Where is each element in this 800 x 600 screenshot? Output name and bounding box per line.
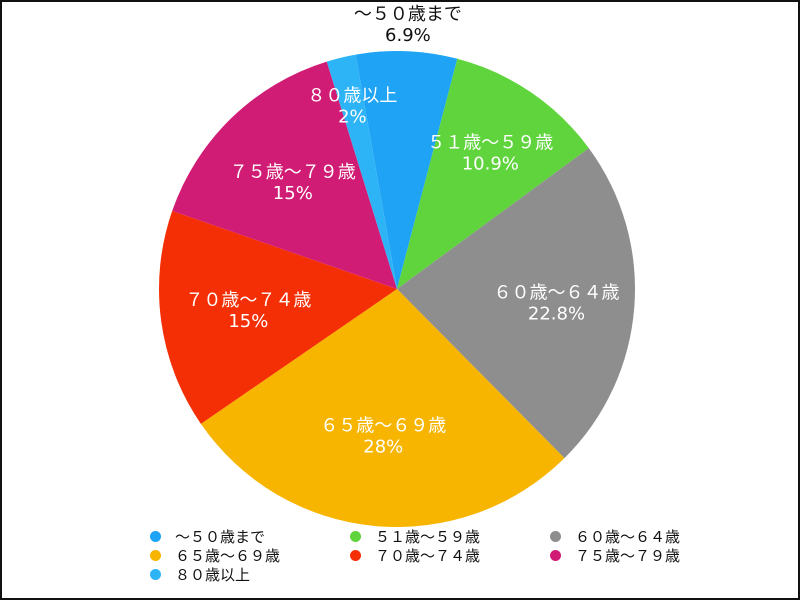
legend-item: ７５歳～７９歳 [550,546,750,565]
legend-swatch [150,550,161,561]
chart-legend: ～５０歳まで ５１歳～５９歳 ６０歳～６４歳 ６５歳～６９歳 ７０歳～７４歳 ７… [150,527,750,584]
pie-slice [200,289,565,527]
slice-value-label: 15% [273,183,313,204]
pie-slice [397,58,589,290]
slice-value-label: 10.9% [462,154,519,175]
slice-name-label: ５１歳～５９歳 [427,133,553,154]
legend-swatch [350,531,361,542]
slice-name-label: ６５歳～６９歳 [320,415,446,436]
slice-value-label: 2% [338,106,367,127]
pie-slice [326,54,397,289]
legend-item: ６０歳～６４歳 [550,527,750,546]
legend-label: ５１歳～５９歳 [375,528,481,546]
legend-label: ８０歳以上 [175,566,251,584]
slice-name-label: ６０歳～６４歳 [494,283,620,304]
slice-value-label: 22.8% [528,304,585,325]
legend-item: ７０歳～７４歳 [350,546,550,565]
legend-swatch [150,531,161,542]
pie-slices [159,51,635,527]
pie-slice [355,51,458,289]
legend-swatch [550,550,561,561]
legend-item: ８０歳以上 [150,565,350,584]
legend-label: ６０歳～６４歳 [575,528,681,546]
legend-item: ～５０歳まで [150,527,350,546]
slice-name-label: ～５０歳まで [354,4,462,25]
legend-item: ６５歳～６９歳 [150,546,350,565]
pie-slice [397,148,635,459]
slice-name-label: ７５歳～７９歳 [230,162,356,183]
legend-swatch [150,569,161,580]
slice-name-label: ８０歳以上 [307,85,397,106]
pie-slice [159,210,397,424]
legend-label: ６５歳～６９歳 [175,547,281,565]
legend-label: ７５歳～７９歳 [575,547,681,565]
legend-swatch [550,531,561,542]
slice-value-label: 15% [228,311,268,332]
slice-name-label: ７０歳～７４歳 [185,290,311,311]
legend-label: ～５０歳まで [175,528,266,546]
slice-value-label: 28% [363,436,403,457]
legend-swatch [350,550,361,561]
legend-item: ５１歳～５９歳 [350,527,550,546]
pie-slice [172,61,397,289]
slice-value-label: 6.9% [385,25,431,46]
legend-label: ７０歳～７４歳 [375,547,481,565]
